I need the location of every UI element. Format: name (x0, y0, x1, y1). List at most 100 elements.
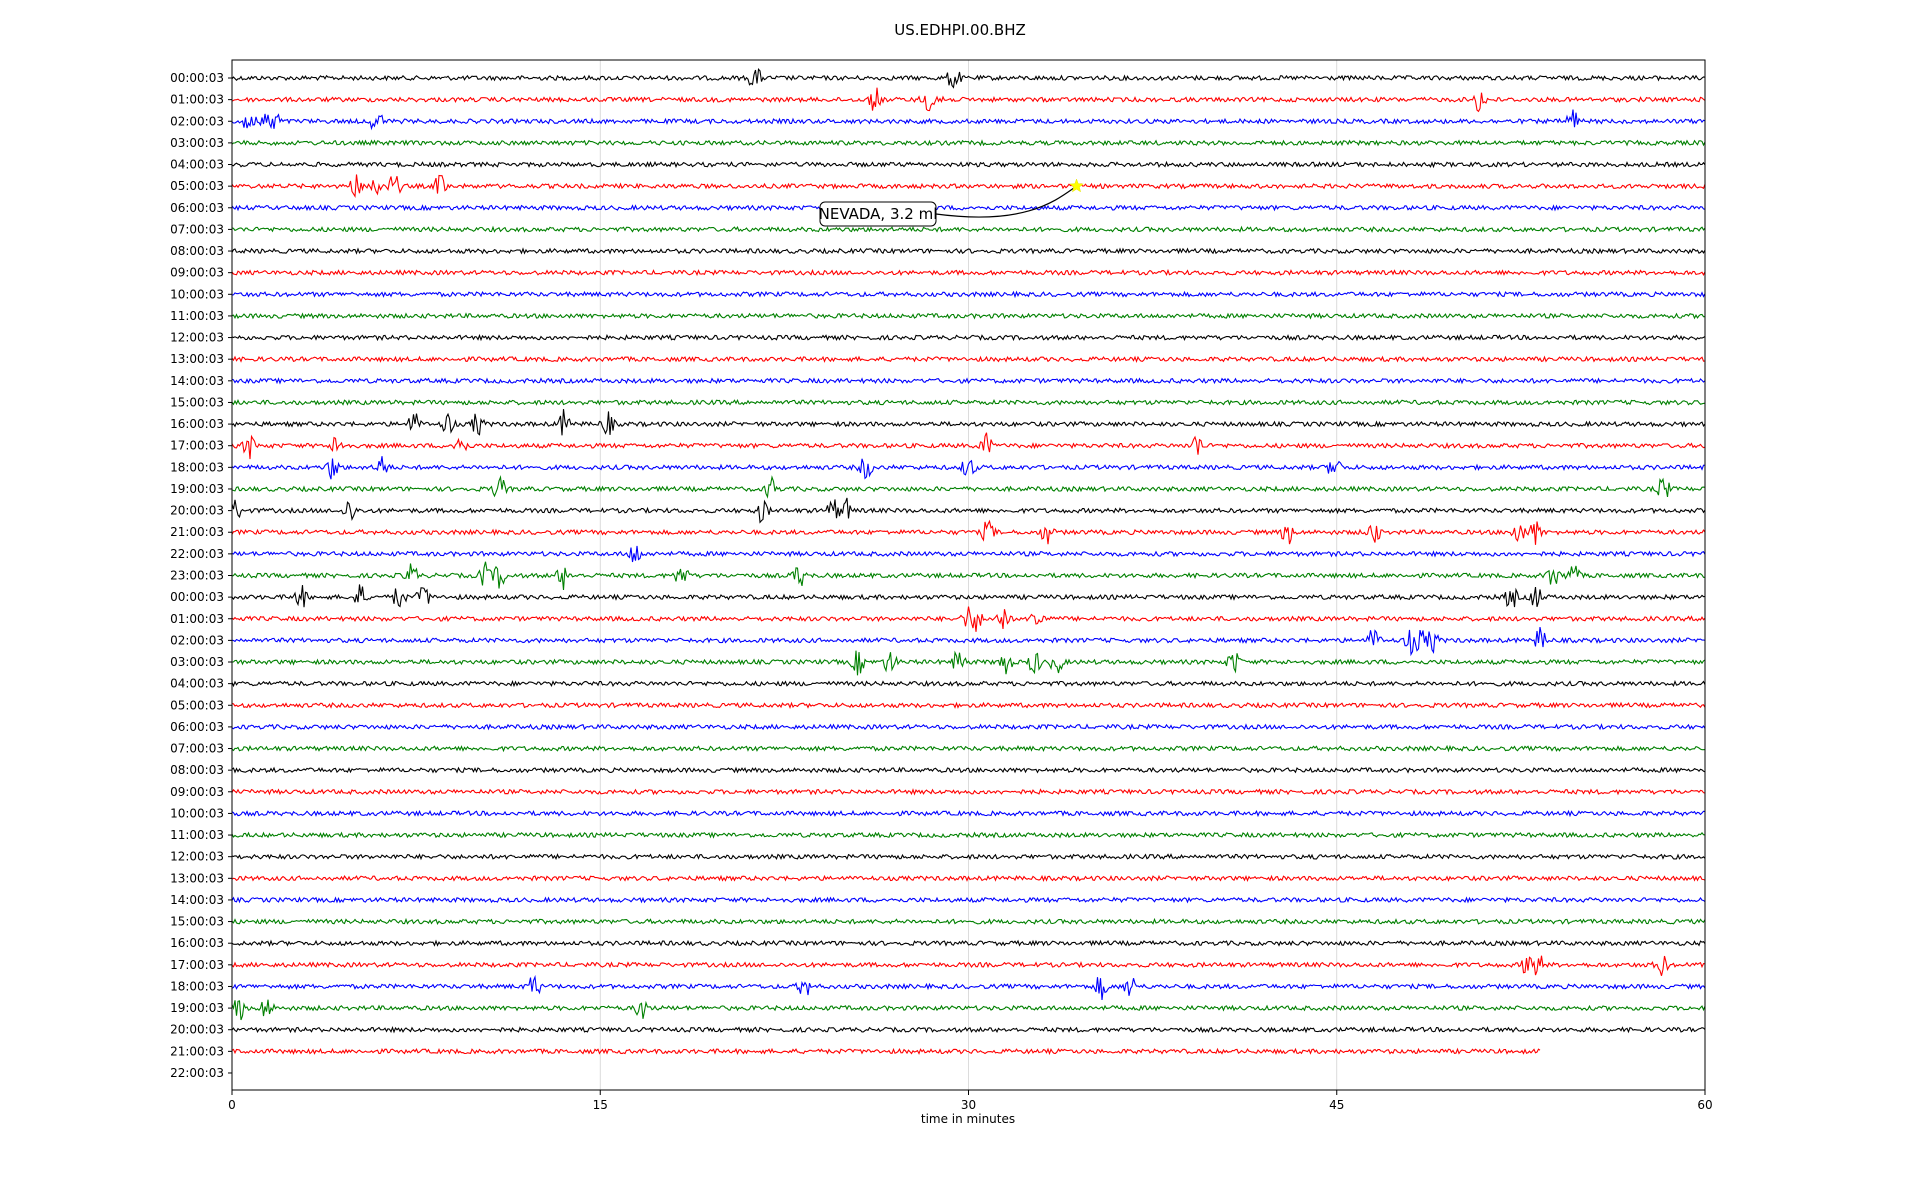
trace-row-44 (231, 1025, 1706, 1034)
trace-row-28 (231, 679, 1706, 688)
row-time-label: 22:00:03 (170, 1066, 224, 1080)
row-time-label: 15:00:03 (170, 915, 224, 929)
row-time-label: 06:00:03 (170, 720, 224, 734)
trace-row-16 (231, 409, 1706, 436)
trace-row-23 (231, 561, 1705, 591)
row-time-label: 20:00:03 (170, 504, 224, 518)
trace-row-4 (231, 160, 1706, 169)
chart-title: US.EDHPI.00.BHZ (894, 21, 1026, 39)
row-time-label: 19:00:03 (170, 1001, 224, 1015)
trace-row-32 (231, 766, 1706, 774)
row-time-label: 10:00:03 (170, 806, 224, 820)
trace-row-21 (231, 519, 1706, 545)
trace-row-34 (231, 809, 1706, 818)
row-time-label: 21:00:03 (170, 525, 224, 539)
annotation-text: NEVADA, 3.2 ml (819, 205, 938, 223)
trace-row-24 (231, 584, 1706, 608)
trace-row-14 (231, 377, 1706, 385)
row-time-label: 19:00:03 (170, 482, 224, 496)
row-time-label: 08:00:03 (170, 763, 224, 777)
row-time-label: 02:00:03 (170, 114, 224, 128)
row-time-label: 04:00:03 (170, 158, 224, 172)
trace-row-10 (231, 290, 1706, 299)
trace-row-22 (231, 545, 1706, 563)
trace-row-8 (231, 247, 1706, 255)
trace-row-41 (231, 955, 1706, 976)
trace-row-43 (231, 999, 1706, 1021)
trace-row-26 (231, 626, 1706, 657)
trace-row-0 (231, 68, 1706, 89)
trace-row-11 (231, 312, 1705, 320)
row-time-label: 22:00:03 (170, 547, 224, 561)
event-star-icon (1069, 178, 1084, 193)
row-time-label: 09:00:03 (170, 785, 224, 799)
row-time-label: 17:00:03 (170, 439, 224, 453)
row-time-label: 18:00:03 (170, 460, 224, 474)
trace-row-6 (231, 204, 1706, 212)
trace-row-13 (231, 355, 1706, 364)
row-time-label: 01:00:03 (170, 93, 224, 107)
trace-row-2 (231, 109, 1706, 131)
row-time-label: 01:00:03 (170, 612, 224, 626)
trace-row-27 (231, 650, 1706, 676)
trace-row-29 (231, 701, 1706, 710)
trace-row-30 (231, 723, 1706, 731)
trace-row-38 (231, 896, 1706, 904)
row-time-label: 11:00:03 (170, 828, 224, 842)
row-time-label: 06:00:03 (170, 201, 224, 215)
row-time-label: 11:00:03 (170, 309, 224, 323)
row-time-label: 03:00:03 (170, 655, 224, 669)
row-time-label: 00:00:03 (170, 590, 224, 604)
row-time-label: 12:00:03 (170, 850, 224, 864)
trace-row-36 (231, 853, 1706, 861)
row-time-label: 07:00:03 (170, 222, 224, 236)
trace-row-35 (231, 831, 1706, 839)
trace-row-9 (231, 268, 1706, 277)
trace-row-15 (231, 398, 1706, 406)
trace-row-37 (231, 874, 1706, 883)
trace-row-3 (231, 139, 1706, 147)
trace-row-17 (231, 432, 1706, 460)
trace-row-5 (231, 174, 1706, 199)
row-time-label: 17:00:03 (170, 958, 224, 972)
row-time-label: 08:00:03 (170, 244, 224, 258)
row-time-label: 14:00:03 (170, 374, 224, 388)
row-time-label: 12:00:03 (170, 331, 224, 345)
annotation-connector (935, 185, 1077, 218)
row-time-label: 13:00:03 (170, 352, 224, 366)
row-time-label: 00:00:03 (170, 71, 224, 85)
row-time-label: 20:00:03 (170, 1023, 224, 1037)
trace-row-33 (231, 788, 1706, 796)
row-time-label: 04:00:03 (170, 677, 224, 691)
x-tick-label: 0 (228, 1098, 236, 1112)
row-time-label: 05:00:03 (170, 698, 224, 712)
trace-row-20 (231, 497, 1706, 524)
trace-row-39 (231, 917, 1706, 926)
row-time-label: 21:00:03 (170, 1044, 224, 1058)
row-time-label: 18:00:03 (170, 979, 224, 993)
row-time-label: 16:00:03 (170, 936, 224, 950)
row-time-label: 14:00:03 (170, 893, 224, 907)
trace-row-19 (231, 475, 1706, 499)
seismic-traces (231, 68, 1706, 1056)
trace-row-25 (231, 606, 1706, 632)
x-axis-ticks: 0 15 30 45 60 (228, 1090, 1713, 1112)
row-time-label: 15:00:03 (170, 395, 224, 409)
row-time-label: 10:00:03 (170, 287, 224, 301)
row-time-labels: 00:00:03 01:00:03 02:00:03 03:00:03 04:00:03… (170, 71, 232, 1080)
event-annotation: NEVADA, 3.2 ml (819, 178, 1084, 227)
x-tick-label: 45 (1329, 1098, 1344, 1112)
row-time-label: 13:00:03 (170, 871, 224, 885)
row-time-label: 09:00:03 (170, 266, 224, 280)
trace-row-31 (231, 744, 1706, 753)
x-tick-label: 30 (961, 1098, 976, 1112)
trace-row-45 (231, 1047, 1541, 1056)
row-time-label: 05:00:03 (170, 179, 224, 193)
x-tick-label: 60 (1697, 1098, 1712, 1112)
row-time-label: 02:00:03 (170, 633, 224, 647)
row-time-label: 07:00:03 (170, 742, 224, 756)
row-time-label: 23:00:03 (170, 568, 224, 582)
row-time-label: 16:00:03 (170, 417, 224, 431)
trace-row-1 (231, 87, 1706, 113)
